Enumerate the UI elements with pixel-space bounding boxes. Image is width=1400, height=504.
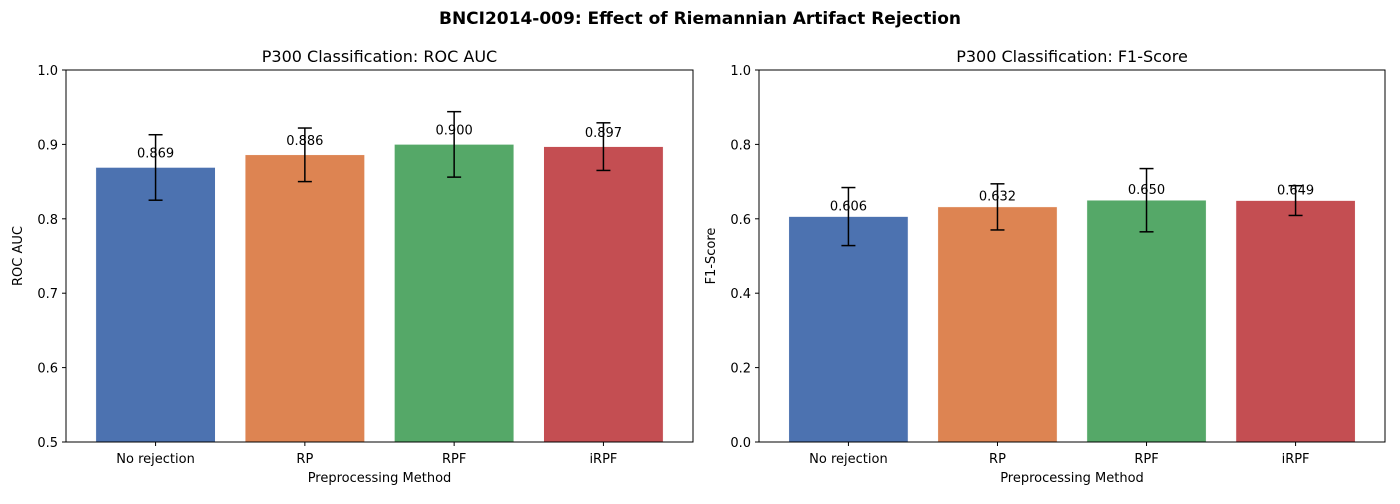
x-tick-label: RPF	[1134, 452, 1158, 467]
y-tick-label: 0.9	[37, 138, 58, 153]
data-label: 0.886	[286, 134, 323, 149]
y-axis-label: ROC AUC	[11, 226, 26, 286]
y-tick-label: 0.2	[730, 362, 751, 377]
y-tick-label: 1.0	[730, 64, 751, 79]
x-tick-label: RPF	[442, 452, 466, 467]
y-tick-label: 0.4	[730, 287, 751, 302]
bar-no-rejection	[95, 167, 216, 443]
x-tick-label: RP	[989, 452, 1006, 467]
y-tick-label: 0.0	[730, 436, 751, 451]
figure-title: BNCI2014-009: Effect of Riemannian Artif…	[439, 9, 961, 29]
bar-no-rejection	[788, 216, 909, 443]
y-tick-label: 0.8	[37, 213, 58, 228]
data-label: 0.869	[137, 147, 174, 162]
x-tick-label: No rejection	[116, 452, 195, 467]
plot-frame	[65, 69, 694, 443]
y-tick-label: 0.6	[37, 362, 58, 377]
bar-rpf	[1086, 199, 1207, 443]
data-label: 0.649	[1277, 183, 1314, 198]
data-label: 0.606	[830, 199, 867, 214]
bar-rp	[937, 206, 1058, 443]
y-tick-label: 1.0	[37, 64, 58, 79]
bar-rpf	[394, 144, 515, 443]
x-axis-label: Preprocessing Method	[308, 471, 452, 486]
data-label: 0.897	[585, 126, 622, 141]
y-tick-label: 0.7	[37, 287, 58, 302]
chart-title: P300 Classification: F1-Score	[956, 47, 1188, 66]
x-tick-label: iRPF	[589, 452, 617, 467]
bar-rp	[244, 154, 365, 443]
plot-frame	[758, 69, 1386, 443]
y-axis-label: F1-Score	[704, 228, 719, 285]
x-tick-label: iRPF	[1282, 452, 1310, 467]
x-axis-label: Preprocessing Method	[1000, 471, 1144, 486]
y-tick-label: 0.5	[37, 436, 58, 451]
data-label: 0.900	[436, 124, 473, 139]
x-tick-label: RP	[296, 452, 313, 467]
data-label: 0.650	[1128, 183, 1165, 198]
bar-irpf	[543, 146, 664, 443]
chart-title: P300 Classification: ROC AUC	[262, 47, 497, 66]
bar-irpf	[1235, 200, 1356, 443]
x-tick-label: No rejection	[809, 452, 888, 467]
y-tick-label: 0.8	[730, 138, 751, 153]
data-label: 0.632	[979, 190, 1016, 205]
y-tick-label: 0.6	[730, 213, 751, 228]
